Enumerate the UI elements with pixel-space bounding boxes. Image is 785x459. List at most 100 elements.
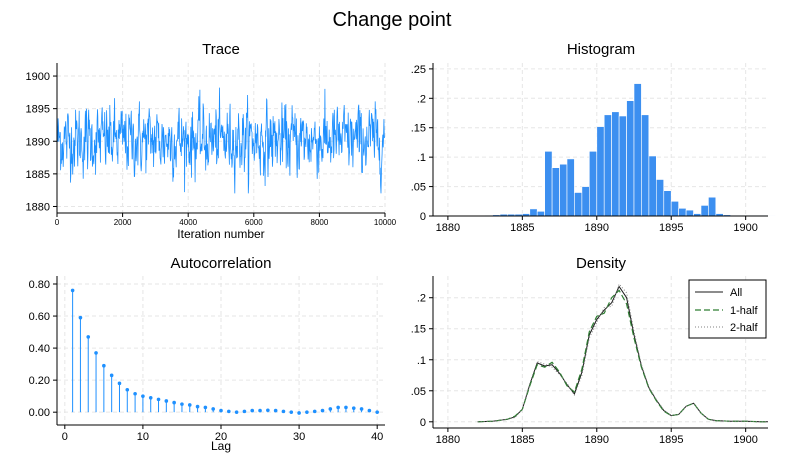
histogram-bar [596,126,605,217]
x-tick-label: 1885 [510,434,534,446]
y-tick-label: 0.20 [29,375,50,387]
y-tick-label: 0.60 [29,311,50,323]
histogram-bar [626,100,635,217]
histogram-bar [559,163,568,217]
acf-point [141,394,145,398]
trace-title: Trace [202,41,240,58]
x-tick-label: 6000 [245,218,263,227]
density-legend: All 1-half 2-half [688,279,767,339]
acf-point [266,408,270,413]
y-tick-label: .15 [411,324,426,336]
acf-point [227,409,231,414]
acf-point [94,351,98,355]
histogram-bar [574,192,583,217]
y-tick-label: 0.40 [29,343,50,355]
acf-point [133,391,137,396]
y-tick-label: .2 [417,93,426,105]
acf-point [281,409,286,414]
y-tick-label: .1 [417,355,426,367]
y-tick-label: 0.00 [29,407,50,419]
x-tick-label: 10 [137,431,149,443]
legend-label-2-half: 2-half [730,322,758,334]
acf-point [273,408,278,413]
y-tick-label: 0 [420,211,426,223]
legend-label-1-half: 1-half [730,305,758,317]
x-tick-label: 1900 [733,222,757,234]
acf-point [195,404,200,409]
density-axes: 0 .05 .1 .15 .2 1880 1885 1890 1895 1900 [411,276,768,446]
acf-point [336,405,340,410]
acf-point [344,405,348,410]
acf-point [164,399,169,403]
x-tick-label: 20 [215,431,227,443]
y-tick-label: 1890 [26,136,50,148]
x-tick-label: 0 [62,431,68,443]
histogram-bar [685,209,694,217]
acf-point [148,395,153,400]
histogram-bar [588,151,597,217]
acf-point [320,408,325,413]
legend-box [688,279,767,339]
acf-point [258,408,262,413]
x-tick-label: 40 [371,431,383,443]
histogram-bar [618,115,627,217]
density-lines [477,283,768,423]
x-tick-label: 8000 [311,218,329,227]
histogram-bar [581,186,590,217]
histogram-bar [648,155,657,217]
autocorrelation-grid [57,276,385,425]
acf-point [305,410,309,414]
acf-point [156,397,161,402]
acf-point [211,407,215,411]
x-tick-label: 1890 [585,222,609,234]
y-tick-label: .2 [417,293,426,305]
acf-point [351,406,356,410]
acf-point [359,407,364,411]
acf-point [102,363,106,368]
acf-point [172,400,176,405]
figure-title: Change point [333,9,452,31]
autocorrelation-xlabel: Lag [211,439,231,453]
y-tick-label: .05 [411,182,426,194]
y-tick-label: 1885 [26,169,50,181]
histogram-bar [551,167,560,217]
x-tick-label: 1880 [436,434,460,446]
y-tick-label: 1900 [26,71,50,83]
histogram-bar [529,208,538,217]
acf-point [78,315,83,320]
autocorrelation-panel: Autocorrelation Lag 0.00 0.20 0.40 0.60 0.80… [29,255,385,453]
histogram-bar [566,158,575,217]
histogram-bars [484,83,776,217]
histogram-panel: Histogram 0 .05 .1 .15 .2 .25 1880 1885 1890 1895… [411,41,776,234]
acf-point [125,387,130,392]
acf-point [109,373,114,378]
trace-xlabel: Iteration number [177,227,264,241]
autocorrelation-title: Autocorrelation [171,255,272,272]
y-tick-label: 0 [420,417,426,429]
autocorrelation-axes: 0.00 0.20 0.40 0.60 0.80 0 10 20 30 40 [29,276,385,443]
histogram-bar [544,151,553,217]
x-tick-label: 1900 [733,434,757,446]
density-grid [433,276,768,428]
acf-point [289,410,294,414]
acf-point [117,381,122,386]
trace-series [56,87,385,194]
acf-point [312,409,317,414]
y-tick-label: .05 [411,386,426,398]
histogram-bar [708,196,717,217]
acf-point [375,410,379,414]
acf-point [328,407,333,411]
acf-point [70,288,75,293]
histogram-bar [536,211,545,217]
density-title: Density [576,255,627,272]
histogram-bar [700,205,709,217]
histogram-bar [670,201,679,217]
x-tick-label: 4000 [179,218,197,227]
acf-point [180,402,184,406]
y-tick-label: .1 [417,152,426,164]
histogram-bar [611,111,620,217]
histogram-bar [655,179,664,217]
x-tick-label: 30 [293,431,305,443]
acf-point [234,410,239,414]
